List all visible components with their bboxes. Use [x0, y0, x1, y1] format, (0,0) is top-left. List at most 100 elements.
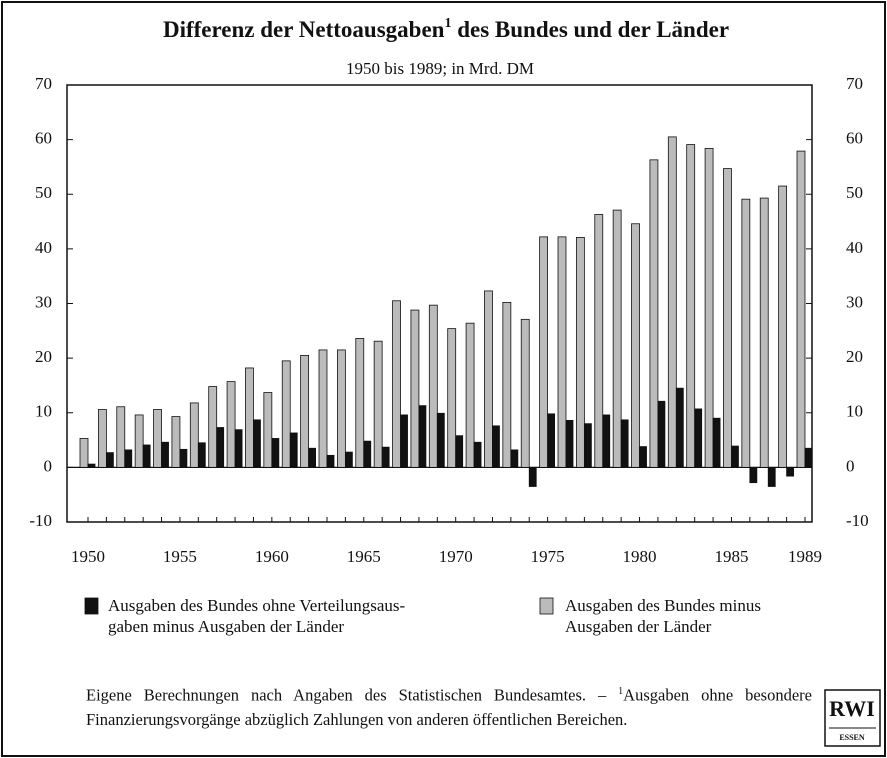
bar [197, 442, 206, 468]
bar [694, 408, 703, 468]
bar [639, 446, 647, 468]
legend-label: gaben minus Ausgaben der Länder [108, 617, 344, 636]
y-tick-label: 70 [35, 74, 52, 93]
bar [778, 185, 788, 468]
bar [208, 386, 218, 468]
y2-tick-label: 20 [846, 347, 863, 366]
y2-tick-label: 0 [846, 456, 855, 475]
bar [447, 328, 457, 468]
bar [418, 405, 427, 468]
bar [575, 237, 585, 468]
bar [373, 340, 383, 468]
bar [741, 198, 751, 468]
bar [612, 209, 622, 468]
bar [336, 349, 346, 468]
logo-sub: ESSEN [839, 733, 865, 742]
bar [455, 435, 464, 468]
bar [465, 322, 475, 468]
footnote-text: Eigene Berechnungen nach Angaben des Sta… [86, 685, 619, 705]
subtitle: 1950 bis 1989; in Mrd. DM [346, 59, 534, 78]
bar [675, 387, 684, 468]
legend-label: Ausgaben der Länder [565, 617, 712, 636]
bar [355, 338, 365, 468]
x-tick-label: 1950 [71, 547, 105, 566]
bar [226, 381, 236, 468]
bar [704, 147, 714, 468]
y2-tick-label: 70 [846, 74, 863, 93]
bar [510, 449, 519, 468]
legend-label: Ausgaben des Bundes ohne Verteilungsaus- [108, 596, 405, 615]
y2-tick-label: 60 [846, 129, 863, 148]
bar [631, 223, 640, 468]
bar [142, 444, 151, 468]
bar [116, 406, 126, 468]
bar [234, 429, 243, 468]
bar [594, 214, 604, 468]
bar [308, 447, 317, 468]
bar [583, 423, 592, 468]
bar [271, 438, 280, 468]
x-tick-label: 1975 [531, 547, 565, 566]
y-tick-label: 10 [35, 402, 52, 421]
bar [796, 150, 806, 468]
bar [263, 392, 273, 468]
bar [539, 236, 549, 468]
bar [667, 136, 677, 468]
bar [153, 409, 162, 468]
bar [565, 419, 574, 468]
y2-tick-label: 50 [846, 183, 863, 202]
y2-tick-label: 30 [846, 292, 863, 311]
logo-box [824, 689, 881, 747]
bar [97, 409, 107, 468]
y-tick-label: 50 [35, 183, 52, 202]
y-tick-label: 40 [35, 238, 52, 257]
bar [804, 447, 813, 468]
bar [712, 417, 721, 468]
bar [520, 318, 530, 468]
footnote-sup: 1 [618, 686, 624, 697]
bar [245, 367, 254, 468]
bar [318, 349, 328, 468]
bar [759, 197, 769, 468]
x-tick-label: 1980 [623, 547, 657, 566]
bar [547, 413, 556, 468]
bar [363, 440, 372, 468]
bar [657, 400, 666, 468]
bar [253, 419, 261, 468]
x-tick-label: 1989 [788, 547, 822, 566]
bar [124, 449, 133, 468]
y2-tick-label: 10 [846, 402, 863, 421]
legend-label: Ausgaben des Bundes minus [565, 596, 761, 615]
bar [300, 354, 310, 468]
bar [216, 427, 225, 468]
bar [723, 168, 732, 468]
bar [179, 448, 188, 468]
bar [528, 466, 537, 487]
footnote: Eigene Berechnungen nach Angaben des Sta… [86, 680, 812, 732]
bar [649, 159, 659, 468]
bar [87, 463, 96, 468]
y-tick-label: 0 [44, 456, 53, 475]
y-tick-label: 20 [35, 347, 52, 366]
y-tick-label: 30 [35, 292, 52, 311]
y2-tick-label: -10 [846, 511, 869, 530]
logo: RWI [829, 696, 875, 721]
bar [189, 402, 199, 468]
legend-swatch [84, 597, 99, 615]
bar [428, 304, 438, 468]
bar [620, 419, 629, 468]
bar [484, 290, 493, 468]
legend-swatch [539, 597, 554, 615]
bar [749, 466, 758, 484]
bar [381, 446, 390, 468]
bar [392, 300, 401, 468]
x-tick-label: 1955 [163, 547, 197, 566]
x-tick-label: 1965 [347, 547, 381, 566]
bar [557, 236, 567, 468]
bar [289, 432, 298, 468]
title-sup: 1 [444, 16, 451, 31]
bar [502, 302, 512, 468]
